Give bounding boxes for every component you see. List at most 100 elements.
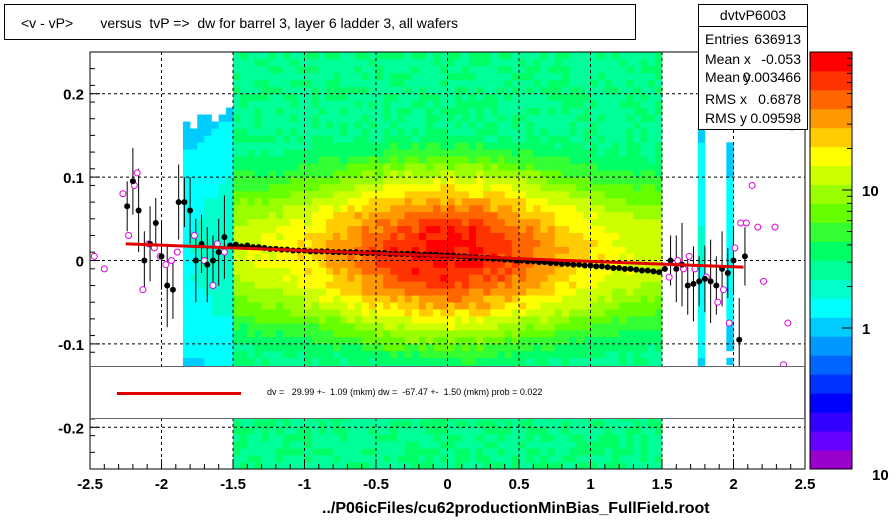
heatmap-cell xyxy=(454,79,463,88)
heatmap-cell xyxy=(233,288,241,296)
heatmap-cell xyxy=(333,267,341,275)
heatmap-cell xyxy=(283,455,291,463)
heatmap-cell xyxy=(447,309,455,317)
heatmap-cell xyxy=(447,323,455,331)
heatmap-cell xyxy=(576,323,584,331)
heatmap-cell xyxy=(433,86,441,94)
heatmap-cell xyxy=(611,79,620,88)
profile-point xyxy=(158,253,165,260)
heatmap-cell xyxy=(511,114,520,122)
heatmap-cell xyxy=(325,288,334,296)
heatmap-cell xyxy=(275,295,284,303)
heatmap-cell xyxy=(619,330,627,338)
heatmap-cell xyxy=(490,427,498,435)
heatmap-cell xyxy=(361,462,370,470)
palette-band xyxy=(810,355,852,375)
heatmap-cell xyxy=(440,441,448,449)
heatmap-cell xyxy=(633,343,641,352)
heatmap-cell xyxy=(640,253,648,261)
heatmap-cell xyxy=(519,357,527,366)
heatmap-cell xyxy=(211,357,219,366)
heatmap-cell xyxy=(526,149,534,157)
heatmap-cell xyxy=(311,434,320,442)
heatmap-cell xyxy=(325,204,334,213)
heatmap-cell xyxy=(519,274,527,282)
heatmap-cell xyxy=(454,288,463,296)
heatmap-cell xyxy=(225,163,234,171)
heatmap-cell xyxy=(504,100,513,108)
heatmap-cell xyxy=(240,316,248,324)
heatmap-cell xyxy=(626,107,634,115)
heatmap-cell xyxy=(504,350,513,359)
heatmap-cell xyxy=(611,239,620,247)
heatmap-cell xyxy=(633,114,641,122)
heatmap-cell xyxy=(569,309,577,317)
heatmap-cell xyxy=(197,350,205,359)
heatmap-cell xyxy=(590,149,598,157)
heatmap-cell xyxy=(268,427,277,435)
heatmap-cell xyxy=(390,218,398,227)
heatmap-cell xyxy=(561,309,570,317)
heatmap-cell xyxy=(590,170,598,178)
outlier-marker xyxy=(90,252,98,260)
heatmap-cell xyxy=(340,462,348,470)
heatmap-cell xyxy=(376,211,384,220)
heatmap-cell xyxy=(483,462,491,470)
heatmap-cell xyxy=(404,114,413,122)
heatmap-cell xyxy=(233,330,241,338)
heatmap-cell xyxy=(547,177,556,185)
heatmap-cell xyxy=(519,107,527,115)
heatmap-cell xyxy=(404,225,413,233)
heatmap-cell xyxy=(240,65,248,74)
heatmap-cell xyxy=(261,330,270,338)
heatmap-cell xyxy=(225,267,234,275)
heatmap-cell xyxy=(211,330,219,338)
heatmap-cell xyxy=(547,323,556,331)
heatmap-cell xyxy=(411,58,420,67)
heatmap-cell xyxy=(611,246,620,254)
heatmap-cell xyxy=(576,441,584,449)
heatmap-cell xyxy=(218,309,227,317)
heatmap-cell xyxy=(290,309,298,317)
heatmap-cell xyxy=(240,246,248,254)
heatmap-cell xyxy=(540,149,548,157)
heatmap-cell xyxy=(275,330,284,338)
heatmap-cell xyxy=(576,142,584,150)
heatmap-cell xyxy=(461,142,470,150)
heatmap-cell xyxy=(254,197,262,206)
heatmap-cell xyxy=(225,343,234,352)
heatmap-cell xyxy=(290,121,298,129)
heatmap-cell xyxy=(626,72,634,81)
heatmap-cell xyxy=(426,79,434,88)
heatmap-cell xyxy=(290,455,298,463)
heatmap-cell xyxy=(233,65,241,74)
heatmap-cell xyxy=(404,197,413,206)
heatmap-cell xyxy=(604,448,613,456)
heatmap-cell xyxy=(497,323,505,331)
y-tick-label: 0.1 xyxy=(63,170,84,187)
heatmap-cell xyxy=(590,114,598,122)
heatmap-cell xyxy=(340,274,348,282)
heatmap-cell xyxy=(540,156,548,164)
heatmap-cell xyxy=(547,448,556,456)
heatmap-cell xyxy=(726,225,734,233)
heatmap-cell xyxy=(576,420,584,428)
heatmap-cell xyxy=(211,149,219,157)
heatmap-cell xyxy=(583,330,591,338)
heatmap-cell xyxy=(404,163,413,171)
heatmap-cell xyxy=(240,204,248,213)
heatmap-cell xyxy=(576,281,584,289)
heatmap-cell xyxy=(569,72,577,81)
heatmap-cell xyxy=(619,420,627,428)
heatmap-cell xyxy=(490,177,498,185)
heatmap-cell xyxy=(404,448,413,456)
heatmap-cell xyxy=(511,350,520,359)
heatmap-cell xyxy=(583,462,591,470)
heatmap-cell xyxy=(647,336,656,345)
heatmap-cell xyxy=(447,232,455,240)
heatmap-cell xyxy=(619,336,627,345)
heatmap-cell xyxy=(526,79,534,88)
heatmap-cell xyxy=(526,448,534,456)
heatmap-cell xyxy=(426,86,434,94)
heatmap-cell xyxy=(333,336,341,345)
